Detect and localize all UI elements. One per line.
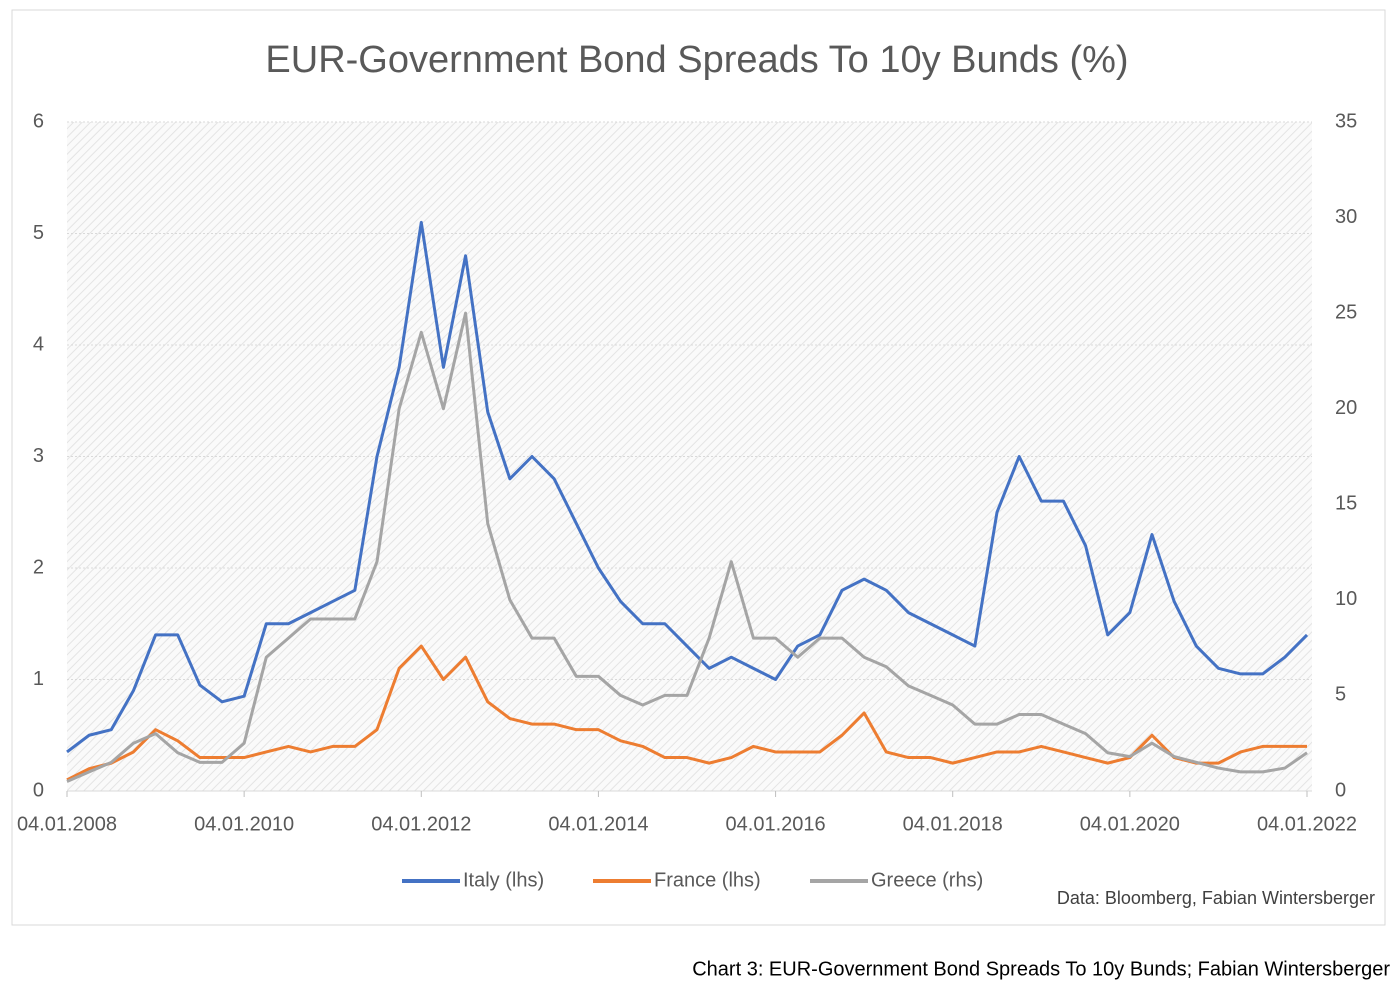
x-tick-label: 04.01.2014 (548, 813, 648, 835)
y2-tick-label: 5 (1335, 684, 1346, 706)
y2-tick-label: 10 (1335, 588, 1357, 610)
y-tick-label: 2 (33, 556, 44, 578)
y-tick-label: 3 (33, 445, 44, 467)
series-line (66, 644, 1307, 782)
y-tick-label: 4 (33, 333, 44, 355)
x-tick-label: 04.01.2018 (903, 813, 1003, 835)
x-tick-label: 04.01.2010 (194, 813, 294, 835)
source: Data: Bloomberg, Fabian Wintersberger (1057, 888, 1375, 908)
chart-title: EUR-Government Bond Spreads To 10y Bunds… (265, 39, 1128, 81)
legend-label: Italy (lhs) (463, 869, 544, 891)
legend-label: Greece (rhs) (871, 869, 983, 891)
series-line (66, 220, 1309, 754)
y-tick-label: 1 (33, 668, 44, 690)
x-tick-label: 04.01.2020 (1080, 813, 1180, 835)
y2-tick-label: 20 (1335, 397, 1357, 419)
y-tick-label: 5 (33, 222, 44, 244)
y-tick-label: 6 (33, 110, 44, 132)
series-line (66, 311, 1308, 783)
y2-tick-label: 35 (1335, 110, 1357, 132)
x-tick-label: 04.01.2016 (726, 813, 826, 835)
y2-tick-label: 0 (1335, 779, 1346, 801)
x-tick-label: 04.01.2022 (1257, 813, 1357, 835)
legend-label: France (lhs) (654, 869, 761, 891)
y2-tick-label: 15 (1335, 493, 1357, 515)
x-tick-label: 04.01.2012 (371, 813, 471, 835)
y-tick-label: 0 (33, 779, 44, 801)
y2-tick-label: 25 (1335, 301, 1357, 323)
y2-tick-label: 30 (1335, 206, 1357, 228)
caption: Chart 3: EUR-Government Bond Spreads To … (692, 958, 1390, 980)
x-tick-label: 04.01.2008 (17, 813, 117, 835)
